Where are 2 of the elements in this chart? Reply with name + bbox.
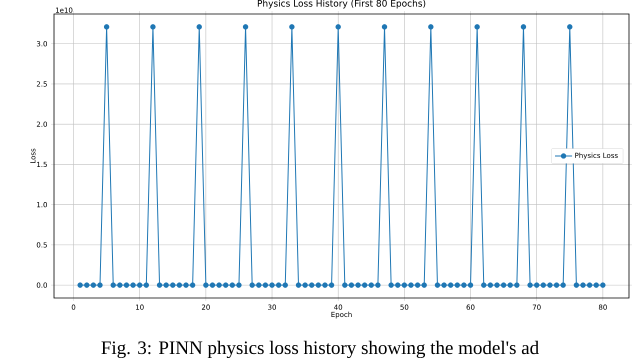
caption: Fig. 3: PINN physics loss history showing the model's ad bbox=[101, 340, 539, 358]
chart-title: Physics Loss History (First 80 Epochs) bbox=[258, 0, 426, 8]
